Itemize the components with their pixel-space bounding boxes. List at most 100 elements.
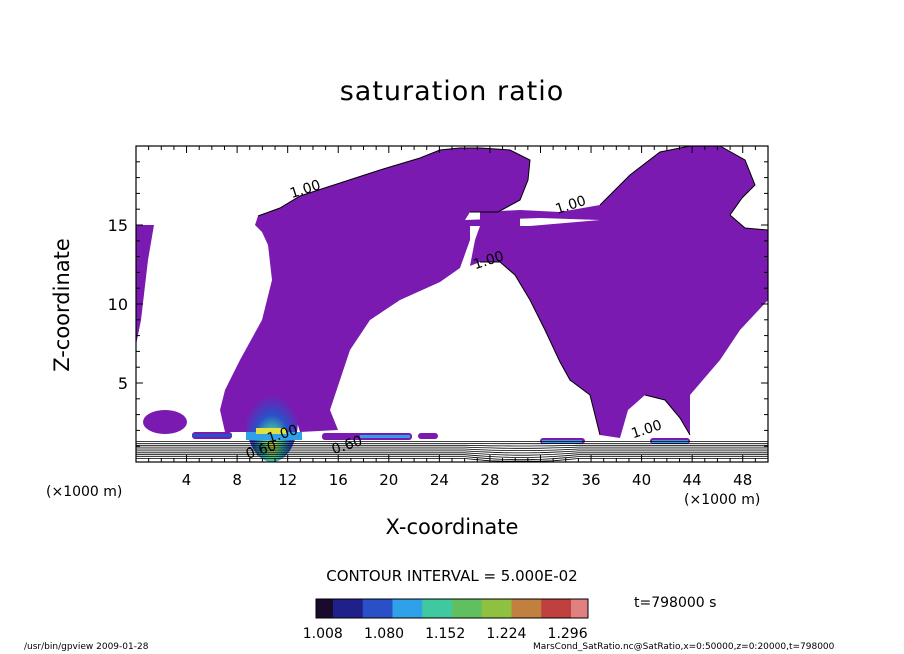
- colorbar-cell: [362, 599, 368, 618]
- colorbar-cell: [456, 599, 461, 618]
- colorbar-cell: [554, 599, 559, 618]
- colorbar-cell: [401, 599, 406, 618]
- colorbar-tick-label: 1.296: [548, 626, 588, 642]
- colorbar-cell: [477, 599, 483, 618]
- colorbar: [316, 599, 589, 618]
- ground-contour-line: [136, 456, 768, 461]
- colorbar-cell: [447, 599, 453, 618]
- colorbar-cell: [503, 599, 508, 618]
- y-axis: 5 10 15: [108, 161, 768, 447]
- x-unit-right: (×1000 m): [684, 492, 761, 508]
- colorbar-cell: [469, 599, 474, 618]
- x-tick-label: 24: [430, 471, 449, 489]
- footer-left: /usr/bin/gpview 2009-01-28: [24, 642, 149, 652]
- colorbar-cell: [541, 599, 546, 618]
- contour-line: [599, 146, 768, 231]
- colorbar-cell: [413, 599, 419, 618]
- contour-field: [136, 146, 768, 462]
- colorbar-cell: [498, 599, 504, 618]
- colorbar-cell: [392, 599, 398, 618]
- colorbar-tick-label: 1.080: [364, 626, 404, 642]
- colorbar-cell: [328, 599, 334, 618]
- x-tick-label: 32: [531, 471, 550, 489]
- footer-right: MarsCond_SatRatio.nc@SatRatio,x=0:50000,…: [533, 642, 835, 652]
- ground-contour-line: [136, 444, 768, 447]
- colorbar-tick-label: 1.152: [425, 626, 465, 642]
- colorbar-cell: [494, 599, 500, 618]
- x-unit-left: (×1000 m): [46, 484, 123, 500]
- colorbar-cell: [507, 599, 512, 618]
- time-label: t=798000 s: [634, 595, 717, 611]
- y-axis-label: Z-coordinate: [50, 238, 74, 372]
- colorbar-cell: [452, 599, 457, 618]
- ground-contour-line: [136, 454, 768, 458]
- x-axis: 4 8 12 16 20 24 28 32 36 40 44 48: [148, 146, 756, 489]
- contour-interval: CONTOUR INTERVAL = 5.000E-02: [326, 567, 578, 585]
- region-high-saturation: [246, 378, 298, 462]
- colorbar-cell: [324, 599, 330, 618]
- ground-contour-line: [136, 446, 768, 449]
- colorbar-cell: [333, 599, 338, 618]
- x-tick-label: 20: [379, 471, 398, 489]
- region-high-saturation: [192, 434, 232, 437]
- colorbar-cell: [341, 599, 347, 618]
- colorbar-cell: [571, 599, 576, 618]
- ground-contour-line: [136, 452, 768, 456]
- colorbar-cell: [367, 599, 372, 618]
- x-tick-label: 8: [232, 471, 242, 489]
- region-high-saturation: [360, 435, 410, 438]
- colorbar-cell: [426, 599, 432, 618]
- ground-contour-line: [136, 448, 768, 451]
- colorbar-cell: [558, 599, 563, 618]
- colorbar-cell: [515, 599, 521, 618]
- colorbar-tick-label: 1.224: [486, 626, 526, 642]
- colorbar-cell: [537, 599, 542, 618]
- colorbar-frame: [315, 598, 589, 619]
- x-tick-label: 12: [278, 471, 297, 489]
- x-tick-label: 16: [329, 471, 348, 489]
- region-left-plume: [220, 148, 530, 432]
- colorbar-cell: [439, 599, 444, 618]
- colorbar-cell: [430, 599, 436, 618]
- colorbar-cell: [371, 599, 376, 618]
- colorbar-cell: [354, 599, 359, 618]
- colorbar-cell: [545, 599, 551, 618]
- colorbar-cell: [337, 599, 342, 618]
- colorbar-cell: [396, 599, 402, 618]
- x-tick-label: 44: [683, 471, 702, 489]
- y-tick-label: 10: [108, 295, 128, 314]
- colorbar-cell: [320, 599, 325, 618]
- x-tick-label: 40: [632, 471, 651, 489]
- colorbar-cell: [418, 599, 423, 618]
- contour-line: [257, 147, 531, 217]
- colorbar-cell: [435, 599, 440, 618]
- contour-line: [480, 261, 601, 436]
- colorbar-cell: [575, 599, 580, 618]
- region-low-band: [418, 433, 438, 439]
- colorbar-cell: [358, 599, 364, 618]
- colorbar-cell: [579, 599, 585, 618]
- colorbar-cell: [345, 599, 351, 618]
- colorbar-cell: [566, 599, 572, 618]
- colorbar-cell: [422, 599, 427, 618]
- colorbar-cell: [511, 599, 517, 618]
- colorbar-cell: [316, 599, 321, 618]
- x-tick-label: 48: [733, 471, 752, 489]
- y-tick-label: 15: [108, 216, 128, 235]
- y-tick-label: 5: [118, 374, 128, 393]
- colorbar-cell: [375, 599, 381, 618]
- colorbar-cell: [524, 599, 529, 618]
- colorbar-cell: [549, 599, 555, 618]
- colorbar-cell: [486, 599, 491, 618]
- ground-contour-line: [136, 450, 768, 454]
- x-tick-label: 36: [581, 471, 600, 489]
- colorbar-cell: [490, 599, 495, 618]
- colorbar-cell: [388, 599, 393, 618]
- region-small-patch: [143, 410, 187, 434]
- colorbar-cell: [405, 599, 410, 618]
- contour-line: [644, 394, 691, 436]
- colorbar-tick-label: 1.008: [303, 626, 343, 642]
- contour-lines: [257, 146, 768, 436]
- colorbar-cell: [562, 599, 568, 618]
